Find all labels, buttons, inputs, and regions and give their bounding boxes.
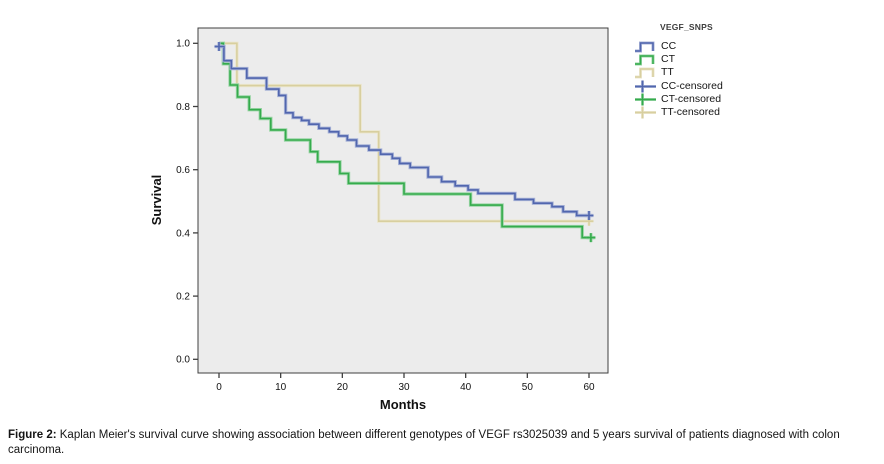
x-axis-ticks: 0 10 20 30 40 50 60 (216, 373, 595, 393)
survival-curves (214, 41, 596, 243)
km-chart: 0 10 20 30 40 50 60 0.00.20.40.60.81.0 Months … (149, 27, 609, 412)
series-TT-line (219, 42, 591, 222)
x-tick-label: 30 (398, 382, 410, 393)
x-tick-label: 50 (522, 382, 534, 393)
legend-item-tt-censored: TT-censored (634, 105, 804, 119)
y-tick-label: 0.6 (176, 165, 190, 176)
step-line-icon (635, 54, 655, 66)
legend-item-cc-censored: CC-censored (634, 79, 804, 93)
legend-items: CC CT TT CC-censored CT-censored TT-censored (634, 39, 804, 119)
x-tick-label: 60 (583, 382, 595, 393)
step-line-icon (635, 67, 655, 79)
legend-item-ct: CT (634, 52, 804, 66)
legend: VEGF_SNPS CC CT TT CC-censored CT-censored TT… (634, 22, 804, 119)
y-axis-label: Survival (149, 175, 164, 226)
km-chart-container: 0 10 20 30 40 50 60 0.0 0.2 0.4 0.6 0.8 1.0 Months … (149, 27, 609, 412)
legend-item-label: CT (661, 52, 675, 65)
x-axis-label: Months (380, 397, 426, 412)
legend-item-label: CC (661, 39, 677, 52)
y-tick-label: 0.0 (176, 355, 190, 366)
y-tick-label: 0.8 (176, 102, 190, 113)
legend-item-cc: CC (634, 39, 804, 53)
y-tick-label: 0.2 (176, 292, 190, 303)
legend-item-label: TT-censored (661, 106, 720, 119)
censored-plus-icon (635, 93, 656, 106)
censored-plus-icon (635, 80, 656, 93)
x-tick-label: 20 (337, 382, 349, 393)
legend-item-ct-censored: CT-censored (634, 92, 804, 106)
series-CC-line (219, 45, 592, 217)
x-tick-label: 0 (216, 382, 222, 393)
series-CT-censor-marks (586, 233, 596, 243)
caption-text: Kaplan Meier's survival curve showing as… (8, 429, 840, 456)
y-axis-ticks: 0.0 0.2 0.4 0.6 0.8 1.0 (176, 39, 198, 366)
series-CC-censor-marks (214, 42, 594, 220)
legend-item-label: CC-censored (661, 79, 723, 92)
x-tick-label: 40 (460, 382, 472, 393)
legend-item-label: TT (661, 66, 674, 79)
x-tick-label: 10 (275, 382, 287, 393)
series-CT-line (219, 42, 594, 239)
legend-title: VEGF_SNPS (660, 22, 713, 32)
y-tick-label: 0.4 (176, 228, 190, 239)
figure-caption: Figure 2: Kaplan Meier's survival curve … (8, 428, 868, 457)
legend-item-tt: TT (634, 66, 804, 79)
step-line-icon (635, 41, 655, 53)
y-tick-label: 1.0 (176, 39, 190, 50)
caption-label: Figure 2: (8, 429, 57, 441)
legend-item-label: CT-censored (661, 92, 722, 105)
censored-plus-icon (635, 106, 656, 119)
